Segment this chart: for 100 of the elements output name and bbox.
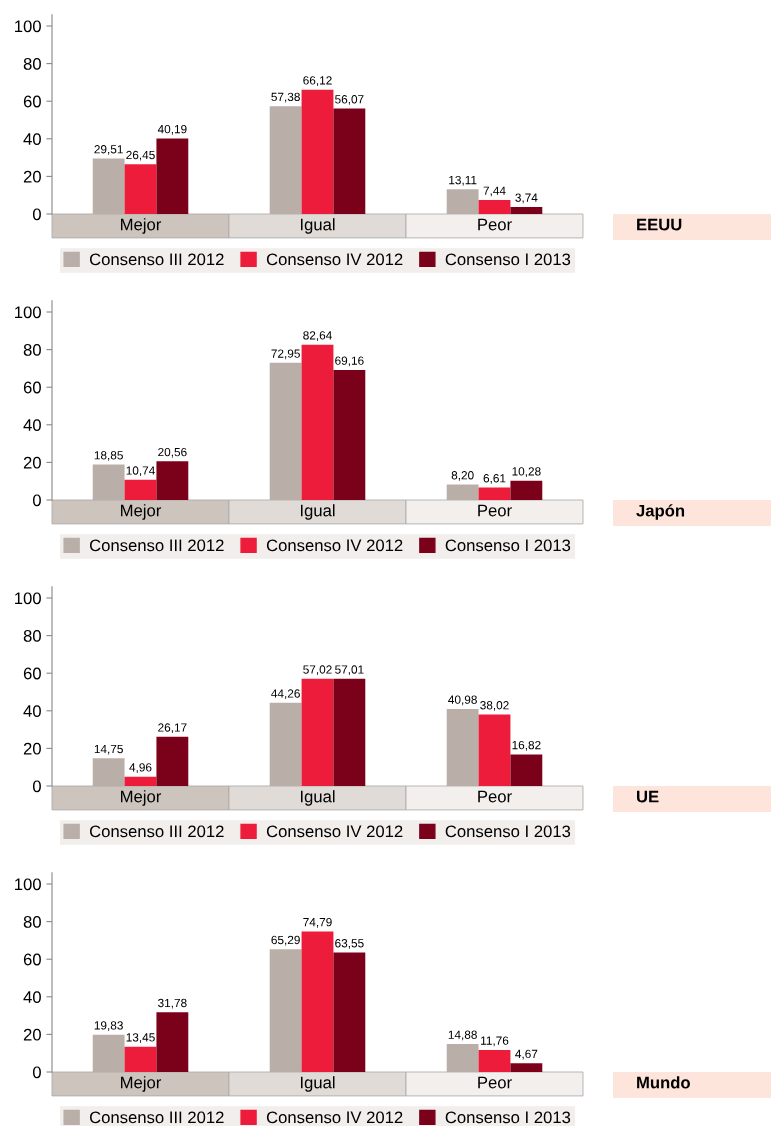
data-label: 8,20 bbox=[451, 471, 474, 481]
bar bbox=[510, 1063, 543, 1072]
bar bbox=[301, 931, 334, 1072]
y-tick-label: 100 bbox=[15, 20, 41, 33]
x-tick-label: Igual bbox=[300, 790, 335, 806]
legend-label: Consenso IV 2012 bbox=[266, 1111, 403, 1124]
y-tick-label: 40 bbox=[23, 705, 41, 717]
bar bbox=[124, 164, 157, 214]
y-tick-label: 100 bbox=[15, 878, 41, 891]
data-label: 26,17 bbox=[158, 723, 187, 734]
y-tick-label: 60 bbox=[23, 667, 41, 680]
data-label: 69,16 bbox=[335, 356, 364, 367]
data-label: 57,38 bbox=[271, 92, 300, 103]
bar bbox=[510, 754, 543, 786]
data-label: 4,96 bbox=[129, 763, 152, 773]
data-label: 57,01 bbox=[335, 665, 364, 676]
y-tick-label: 40 bbox=[23, 133, 41, 145]
data-label: 44,26 bbox=[271, 689, 300, 700]
data-label: 38,02 bbox=[480, 701, 509, 711]
bar bbox=[124, 479, 157, 500]
y-tick-label: 100 bbox=[15, 592, 41, 605]
data-label: 57,02 bbox=[303, 665, 332, 676]
bar bbox=[446, 189, 479, 214]
x-tick-label: Mejor bbox=[121, 218, 162, 234]
data-label: 82,64 bbox=[303, 331, 332, 341]
x-tick-label: Mejor bbox=[121, 504, 162, 520]
x-tick-label: Igual bbox=[300, 218, 335, 234]
y-tick-label: 0 bbox=[32, 1066, 41, 1079]
x-tick-label: Igual bbox=[300, 504, 335, 520]
data-label: 6,61 bbox=[483, 474, 506, 484]
y-tick-label: 100 bbox=[15, 306, 41, 319]
bar bbox=[478, 200, 511, 214]
x-tick-label: Peor bbox=[478, 504, 512, 517]
bar bbox=[269, 362, 302, 500]
y-tick-label: 0 bbox=[32, 780, 41, 793]
data-label: 10,28 bbox=[512, 467, 541, 477]
data-label: 10,74 bbox=[126, 466, 155, 477]
y-tick-label: 40 bbox=[23, 991, 41, 1003]
legend-label: Consenso I 2013 bbox=[445, 825, 571, 838]
bar bbox=[92, 464, 125, 500]
bar bbox=[156, 138, 189, 214]
legend-label: Consenso III 2012 bbox=[89, 539, 224, 552]
legend-label: Consenso I 2013 bbox=[445, 1111, 571, 1124]
bar bbox=[92, 758, 125, 786]
bar bbox=[446, 1044, 479, 1072]
bar bbox=[269, 949, 302, 1072]
y-tick-label: 60 bbox=[23, 95, 41, 108]
x-tick-label: Peor bbox=[478, 218, 512, 231]
data-label: 14,88 bbox=[448, 1030, 477, 1041]
bar bbox=[269, 106, 302, 214]
data-label: 40,98 bbox=[448, 695, 477, 706]
data-label: 18,85 bbox=[94, 451, 123, 461]
bar bbox=[510, 480, 543, 500]
legend-label: Consenso III 2012 bbox=[89, 1111, 224, 1124]
bar bbox=[333, 678, 366, 786]
bar bbox=[156, 736, 189, 786]
bar bbox=[333, 369, 366, 500]
y-tick-label: 0 bbox=[32, 208, 41, 221]
x-tick-label: Mejor bbox=[121, 1076, 162, 1092]
bar bbox=[478, 1049, 511, 1072]
bar bbox=[446, 484, 479, 500]
data-label: 13,11 bbox=[449, 175, 477, 186]
y-tick-label: 40 bbox=[23, 419, 41, 431]
x-tick-label: Peor bbox=[478, 790, 512, 803]
bar bbox=[156, 1012, 189, 1072]
y-tick-label: 20 bbox=[23, 456, 41, 469]
data-label: 20,56 bbox=[158, 447, 187, 458]
data-label: 4,67 bbox=[515, 1049, 538, 1060]
legend-label: Consenso IV 2012 bbox=[266, 253, 403, 266]
data-label: 31,78 bbox=[158, 998, 187, 1009]
data-label: 26,45 bbox=[126, 150, 155, 161]
data-label: 72,95 bbox=[271, 349, 300, 360]
data-label: 74,79 bbox=[303, 917, 332, 928]
legend-label: Consenso III 2012 bbox=[89, 253, 224, 266]
bar bbox=[333, 952, 366, 1072]
text: EEUU bbox=[637, 218, 682, 231]
text: Mundo bbox=[637, 1076, 690, 1089]
y-tick-label: 80 bbox=[23, 630, 41, 642]
data-label: 11,76 bbox=[481, 1036, 509, 1047]
legend-label: Consenso I 2013 bbox=[445, 539, 571, 552]
bar bbox=[92, 1034, 125, 1072]
y-tick-label: 80 bbox=[23, 58, 41, 70]
data-label: 56,07 bbox=[335, 95, 364, 105]
y-tick-label: 60 bbox=[23, 953, 41, 966]
text: Japón bbox=[636, 504, 685, 520]
bar bbox=[269, 702, 302, 786]
data-label: 3,74 bbox=[515, 193, 538, 204]
data-label: 14,75 bbox=[94, 744, 123, 755]
data-label: 40,19 bbox=[157, 124, 187, 135]
legend-label: Consenso I 2013 bbox=[445, 253, 571, 266]
bar bbox=[301, 678, 334, 786]
bar bbox=[478, 487, 511, 500]
data-label: 65,29 bbox=[271, 935, 300, 946]
x-tick-label: Igual bbox=[300, 1076, 335, 1092]
y-tick-label: 20 bbox=[23, 742, 41, 755]
y-tick-label: 20 bbox=[23, 170, 41, 183]
bar bbox=[333, 108, 366, 214]
bar bbox=[124, 776, 157, 786]
text: UE bbox=[637, 790, 659, 803]
bar bbox=[124, 1046, 157, 1072]
